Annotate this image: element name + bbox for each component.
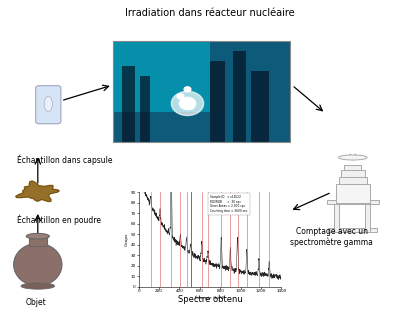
Circle shape — [184, 87, 191, 92]
Circle shape — [179, 97, 196, 110]
Ellipse shape — [44, 96, 52, 112]
FancyBboxPatch shape — [234, 51, 246, 142]
Circle shape — [177, 94, 184, 99]
Polygon shape — [16, 181, 59, 202]
Ellipse shape — [13, 243, 62, 286]
FancyBboxPatch shape — [113, 41, 210, 112]
FancyBboxPatch shape — [36, 86, 61, 124]
Circle shape — [171, 91, 204, 116]
FancyBboxPatch shape — [327, 200, 379, 204]
FancyBboxPatch shape — [336, 184, 370, 203]
X-axis label: Énergie (keV): Énergie (keV) — [195, 295, 225, 300]
Text: Comptage avec un
spectromètre gamma: Comptage avec un spectromètre gamma — [290, 227, 373, 247]
FancyBboxPatch shape — [140, 76, 150, 142]
Text: Sample ID   = s16522
ROI/ROB      =  30 epc
Gross Areas = 2.000 cps
Counting tim: Sample ID = s16522 ROI/ROB = 30 epc Gros… — [210, 195, 247, 213]
FancyBboxPatch shape — [29, 236, 47, 246]
Text: Échantillon dans capsule: Échantillon dans capsule — [17, 154, 112, 165]
Text: Objet: Objet — [25, 298, 46, 307]
FancyBboxPatch shape — [344, 165, 361, 170]
FancyBboxPatch shape — [339, 177, 367, 184]
FancyBboxPatch shape — [113, 41, 290, 142]
Circle shape — [188, 104, 194, 109]
Text: Irradiation dans réacteur nucléaire: Irradiation dans réacteur nucléaire — [125, 8, 295, 18]
FancyBboxPatch shape — [122, 66, 134, 142]
FancyBboxPatch shape — [328, 228, 377, 232]
Text: Spectre obtenu: Spectre obtenu — [178, 295, 242, 304]
FancyBboxPatch shape — [341, 170, 365, 177]
FancyBboxPatch shape — [251, 71, 269, 142]
Y-axis label: Coups: Coups — [125, 233, 129, 246]
Ellipse shape — [339, 155, 367, 160]
FancyBboxPatch shape — [210, 61, 225, 142]
Ellipse shape — [26, 233, 50, 239]
Ellipse shape — [21, 283, 55, 289]
FancyBboxPatch shape — [365, 203, 370, 232]
Text: Échantillon en poudre: Échantillon en poudre — [17, 214, 101, 225]
FancyBboxPatch shape — [334, 203, 339, 232]
